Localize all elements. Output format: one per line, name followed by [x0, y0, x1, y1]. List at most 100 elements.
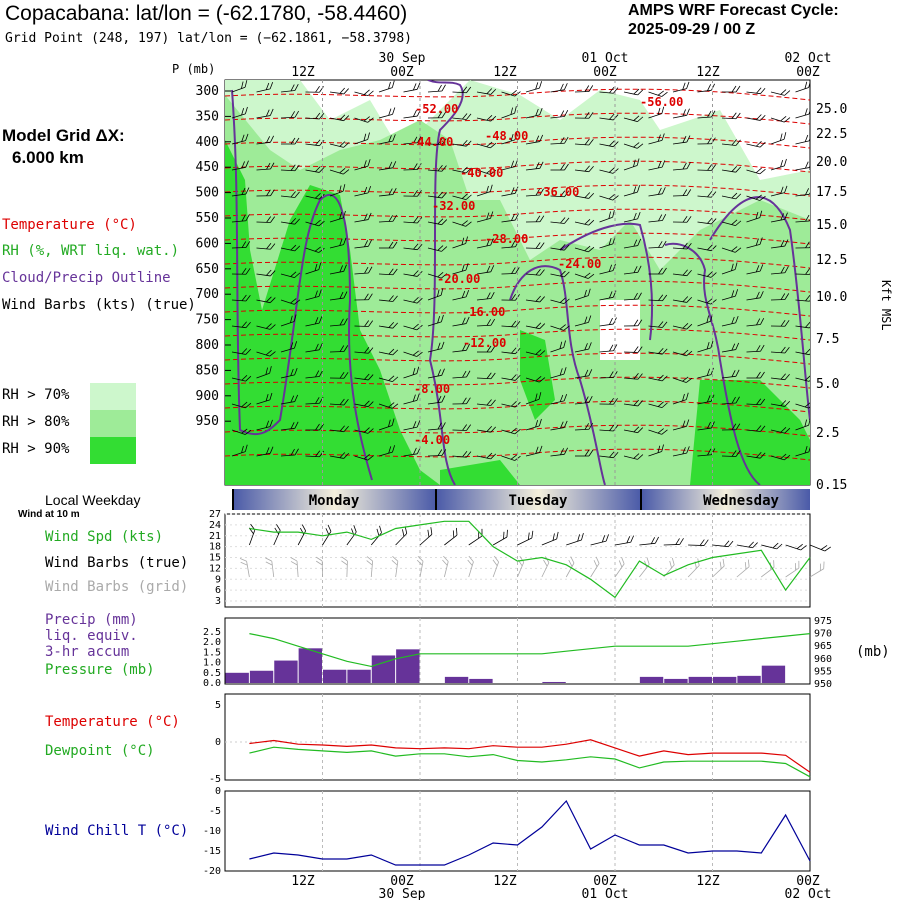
wind-barb	[623, 453, 644, 460]
surface-wind-barbs-true	[248, 523, 832, 552]
temperature-contour	[225, 160, 810, 173]
precip-label-3: 3-hr accum	[45, 644, 130, 660]
wind-barb	[721, 396, 740, 405]
wind-barb	[697, 83, 715, 93]
wind-barb	[476, 141, 497, 149]
pressure-tick: 800	[196, 338, 219, 353]
wind-barb	[329, 210, 346, 223]
wind-barb	[550, 243, 570, 251]
wind-barb	[721, 289, 739, 301]
wind-barb	[525, 322, 546, 330]
cloud-outline-5	[664, 242, 761, 485]
wind-barb	[378, 134, 396, 145]
precip-bar	[444, 676, 469, 683]
temperature-contour	[225, 136, 810, 149]
wind-barb	[648, 90, 668, 97]
contour-label-m40: -40.00	[460, 166, 503, 180]
precip-bar	[225, 672, 249, 683]
wind-barb	[427, 111, 447, 119]
bottom-date-1: 30 Sep	[379, 887, 426, 900]
top-hour-1: 12Z	[291, 65, 315, 80]
wind-barb	[721, 165, 742, 173]
wind-barb	[574, 369, 593, 379]
rh-90-region	[225, 140, 440, 485]
wind-barb	[256, 269, 276, 277]
wind-barb	[525, 215, 545, 223]
wind-barb	[256, 135, 274, 145]
height-tick: 17.5	[816, 185, 847, 200]
surface-barb-true	[370, 525, 382, 546]
wind-barb	[231, 80, 248, 93]
wind-barb	[672, 81, 690, 93]
temp-tick: 0	[215, 737, 221, 748]
legend-wind-barbs: Wind Barbs (kts) (true)	[2, 297, 196, 313]
wind-barb	[599, 86, 619, 94]
wind-barb	[550, 163, 569, 171]
weekday-bar: Monday Tuesday Wednesday	[232, 489, 810, 510]
wind-barb	[452, 316, 470, 327]
surface-barb-grid	[265, 557, 275, 578]
wind-barb	[476, 184, 493, 197]
precip-tick: 2.0	[203, 637, 221, 648]
wind-barb	[672, 162, 691, 171]
wind-barb	[354, 132, 370, 145]
contour-label-m52: -52.00	[415, 102, 458, 116]
wind-barb	[525, 268, 545, 276]
wind-barb	[795, 268, 810, 275]
surface-barb-true	[248, 523, 256, 546]
wind-barb	[427, 138, 447, 145]
wind-barb	[427, 288, 444, 301]
wind-barb	[378, 418, 395, 431]
wind-barb	[329, 452, 350, 459]
pressure-tick: 970	[814, 629, 832, 640]
wind-speed-tick: 27	[209, 509, 221, 520]
wind-barb	[574, 138, 594, 146]
contour-label-m12: -12.00	[463, 336, 506, 350]
wind-barb	[329, 141, 350, 148]
wind-barb	[256, 392, 273, 405]
wind-barb	[795, 133, 810, 145]
surface-barb-true	[688, 539, 709, 546]
pressure-tick: 750	[196, 313, 219, 328]
wind-barb	[476, 318, 496, 327]
contour-label-m4: -4.00	[414, 433, 450, 447]
pressure-tick: 965	[814, 641, 832, 652]
surface-barb-true	[419, 527, 433, 546]
pressure-tick: 950	[196, 414, 219, 429]
temperature-contour	[225, 112, 810, 125]
precip-bar	[323, 669, 347, 683]
wind-barb	[795, 418, 810, 431]
wind-barb	[354, 212, 372, 223]
wind-barb	[354, 346, 374, 354]
surface-barb-true	[322, 524, 332, 546]
wind-barb	[721, 423, 741, 431]
wind-barb	[770, 453, 791, 461]
wind-barb	[427, 272, 448, 279]
precip-bar	[469, 678, 493, 683]
wind-barb	[427, 395, 446, 405]
wind-barb	[452, 370, 471, 379]
wind-barb	[354, 89, 374, 97]
bottom-date-3: 02 Oct	[785, 887, 832, 900]
surface-barb-true	[566, 533, 584, 546]
wind-barb	[231, 268, 251, 275]
wind-barb	[329, 318, 348, 327]
wind-barb	[354, 159, 371, 171]
wind-speed-tick: 12	[209, 563, 221, 574]
wind-barb	[452, 343, 470, 353]
station-title: Copacabana: lat/lon = (-62.1780, -58.446…	[5, 2, 408, 25]
dewpoint-line	[249, 746, 811, 778]
wind-barb	[525, 107, 543, 119]
wind-barb	[722, 85, 741, 93]
wind-barb	[599, 398, 618, 405]
wind-barb	[770, 400, 791, 407]
height-tick: 15.0	[816, 218, 847, 233]
wind-barb	[623, 292, 642, 301]
wind-barb	[770, 89, 791, 96]
wind-barb	[256, 162, 275, 171]
legend-rh: RH (%, WRT liq. wat.)	[2, 243, 180, 259]
height-axis-title: Kft MSL	[879, 280, 893, 331]
cloud-outlines	[231, 80, 810, 485]
cloud-outline-4	[559, 222, 653, 341]
contour-label-m28: -28.00	[485, 232, 528, 246]
